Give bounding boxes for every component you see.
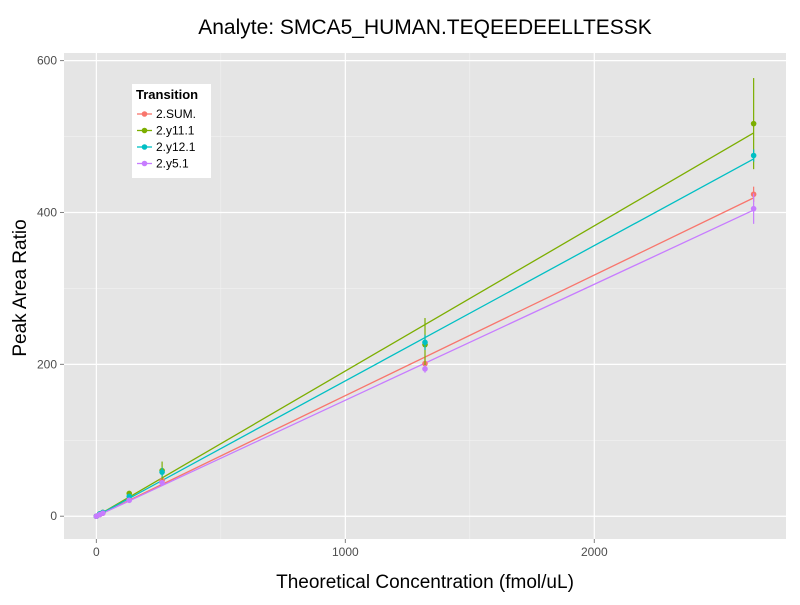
data-point — [750, 152, 757, 159]
legend-key-point — [141, 160, 148, 167]
data-point — [750, 205, 757, 212]
y-tick-label: 0 — [50, 509, 57, 523]
legend-title: Transition — [136, 87, 198, 102]
legend-label: 2.y5.1 — [156, 157, 189, 171]
chart-title: Analyte: SMCA5_HUMAN.TEQEEDEELLTESSK — [198, 16, 652, 39]
data-point — [422, 366, 428, 372]
y-axis-label: Peak Area Ratio — [10, 219, 31, 356]
x-tick-label: 2000 — [581, 545, 608, 559]
y-tick-label: 200 — [37, 357, 57, 371]
legend-label: 2.y12.1 — [156, 140, 196, 154]
data-point — [159, 480, 165, 486]
point-layer — [93, 78, 757, 520]
legend-label: 2.y11.1 — [156, 124, 195, 138]
data-point — [159, 469, 165, 475]
x-tick-label: 0 — [93, 545, 100, 559]
legend-key-point — [141, 127, 148, 134]
legend-key-point — [141, 144, 148, 150]
x-tick-label: 1000 — [332, 545, 359, 559]
x-axis-label: Theoretical Concentration (fmol/uL) — [276, 572, 574, 593]
data-point — [750, 120, 757, 127]
axis-layer: 0 1000 2000 0 200 400 600 — [37, 54, 608, 559]
legend-label: 2.SUM. — [156, 107, 196, 121]
data-point — [126, 497, 133, 504]
legend: Transition 2.SUM. 2.y11.1 2.y12.1 2.y5.1 — [132, 84, 211, 178]
y-tick-label: 600 — [37, 54, 57, 68]
legend-key-point — [141, 111, 148, 117]
y-tick-label: 400 — [37, 205, 57, 219]
data-point — [422, 339, 428, 346]
data-point — [100, 510, 106, 516]
